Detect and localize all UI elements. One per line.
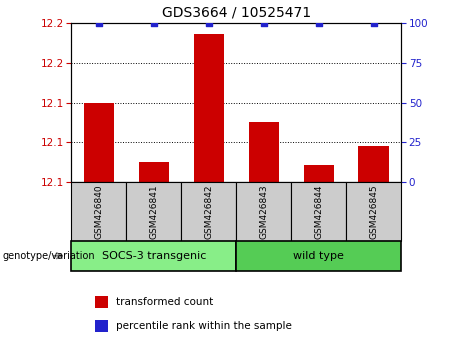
Point: [95, 20, 103, 26]
Text: GSM426843: GSM426843: [259, 184, 268, 239]
Text: transformed count: transformed count: [116, 297, 213, 307]
Bar: [194, 34, 224, 182]
Text: GSM426840: GSM426840: [95, 184, 103, 239]
Point: [150, 20, 158, 26]
Point: [370, 20, 377, 26]
Point: [315, 20, 322, 26]
Bar: [126, 182, 181, 241]
Bar: [248, 122, 279, 182]
Text: wild type: wild type: [293, 251, 344, 261]
Bar: [95, 320, 108, 332]
Text: SOCS-3 transgenic: SOCS-3 transgenic: [102, 251, 206, 261]
Text: GSM426842: GSM426842: [204, 184, 213, 239]
Bar: [303, 165, 334, 182]
Text: GSM426844: GSM426844: [314, 184, 323, 239]
Text: percentile rank within the sample: percentile rank within the sample: [116, 321, 292, 331]
Bar: [291, 182, 346, 241]
Point: [260, 20, 267, 26]
Bar: [95, 296, 108, 308]
Bar: [71, 182, 126, 241]
Bar: [236, 241, 401, 271]
Text: genotype/variation: genotype/variation: [2, 251, 95, 261]
Text: GSM426845: GSM426845: [369, 184, 378, 239]
Bar: [346, 182, 401, 241]
Bar: [84, 103, 114, 182]
Bar: [359, 145, 389, 182]
Text: GSM426841: GSM426841: [149, 184, 159, 239]
Title: GDS3664 / 10525471: GDS3664 / 10525471: [162, 5, 311, 19]
Bar: [139, 162, 169, 182]
Point: [205, 20, 213, 26]
Bar: [236, 182, 291, 241]
Bar: [71, 241, 236, 271]
Bar: [181, 182, 236, 241]
